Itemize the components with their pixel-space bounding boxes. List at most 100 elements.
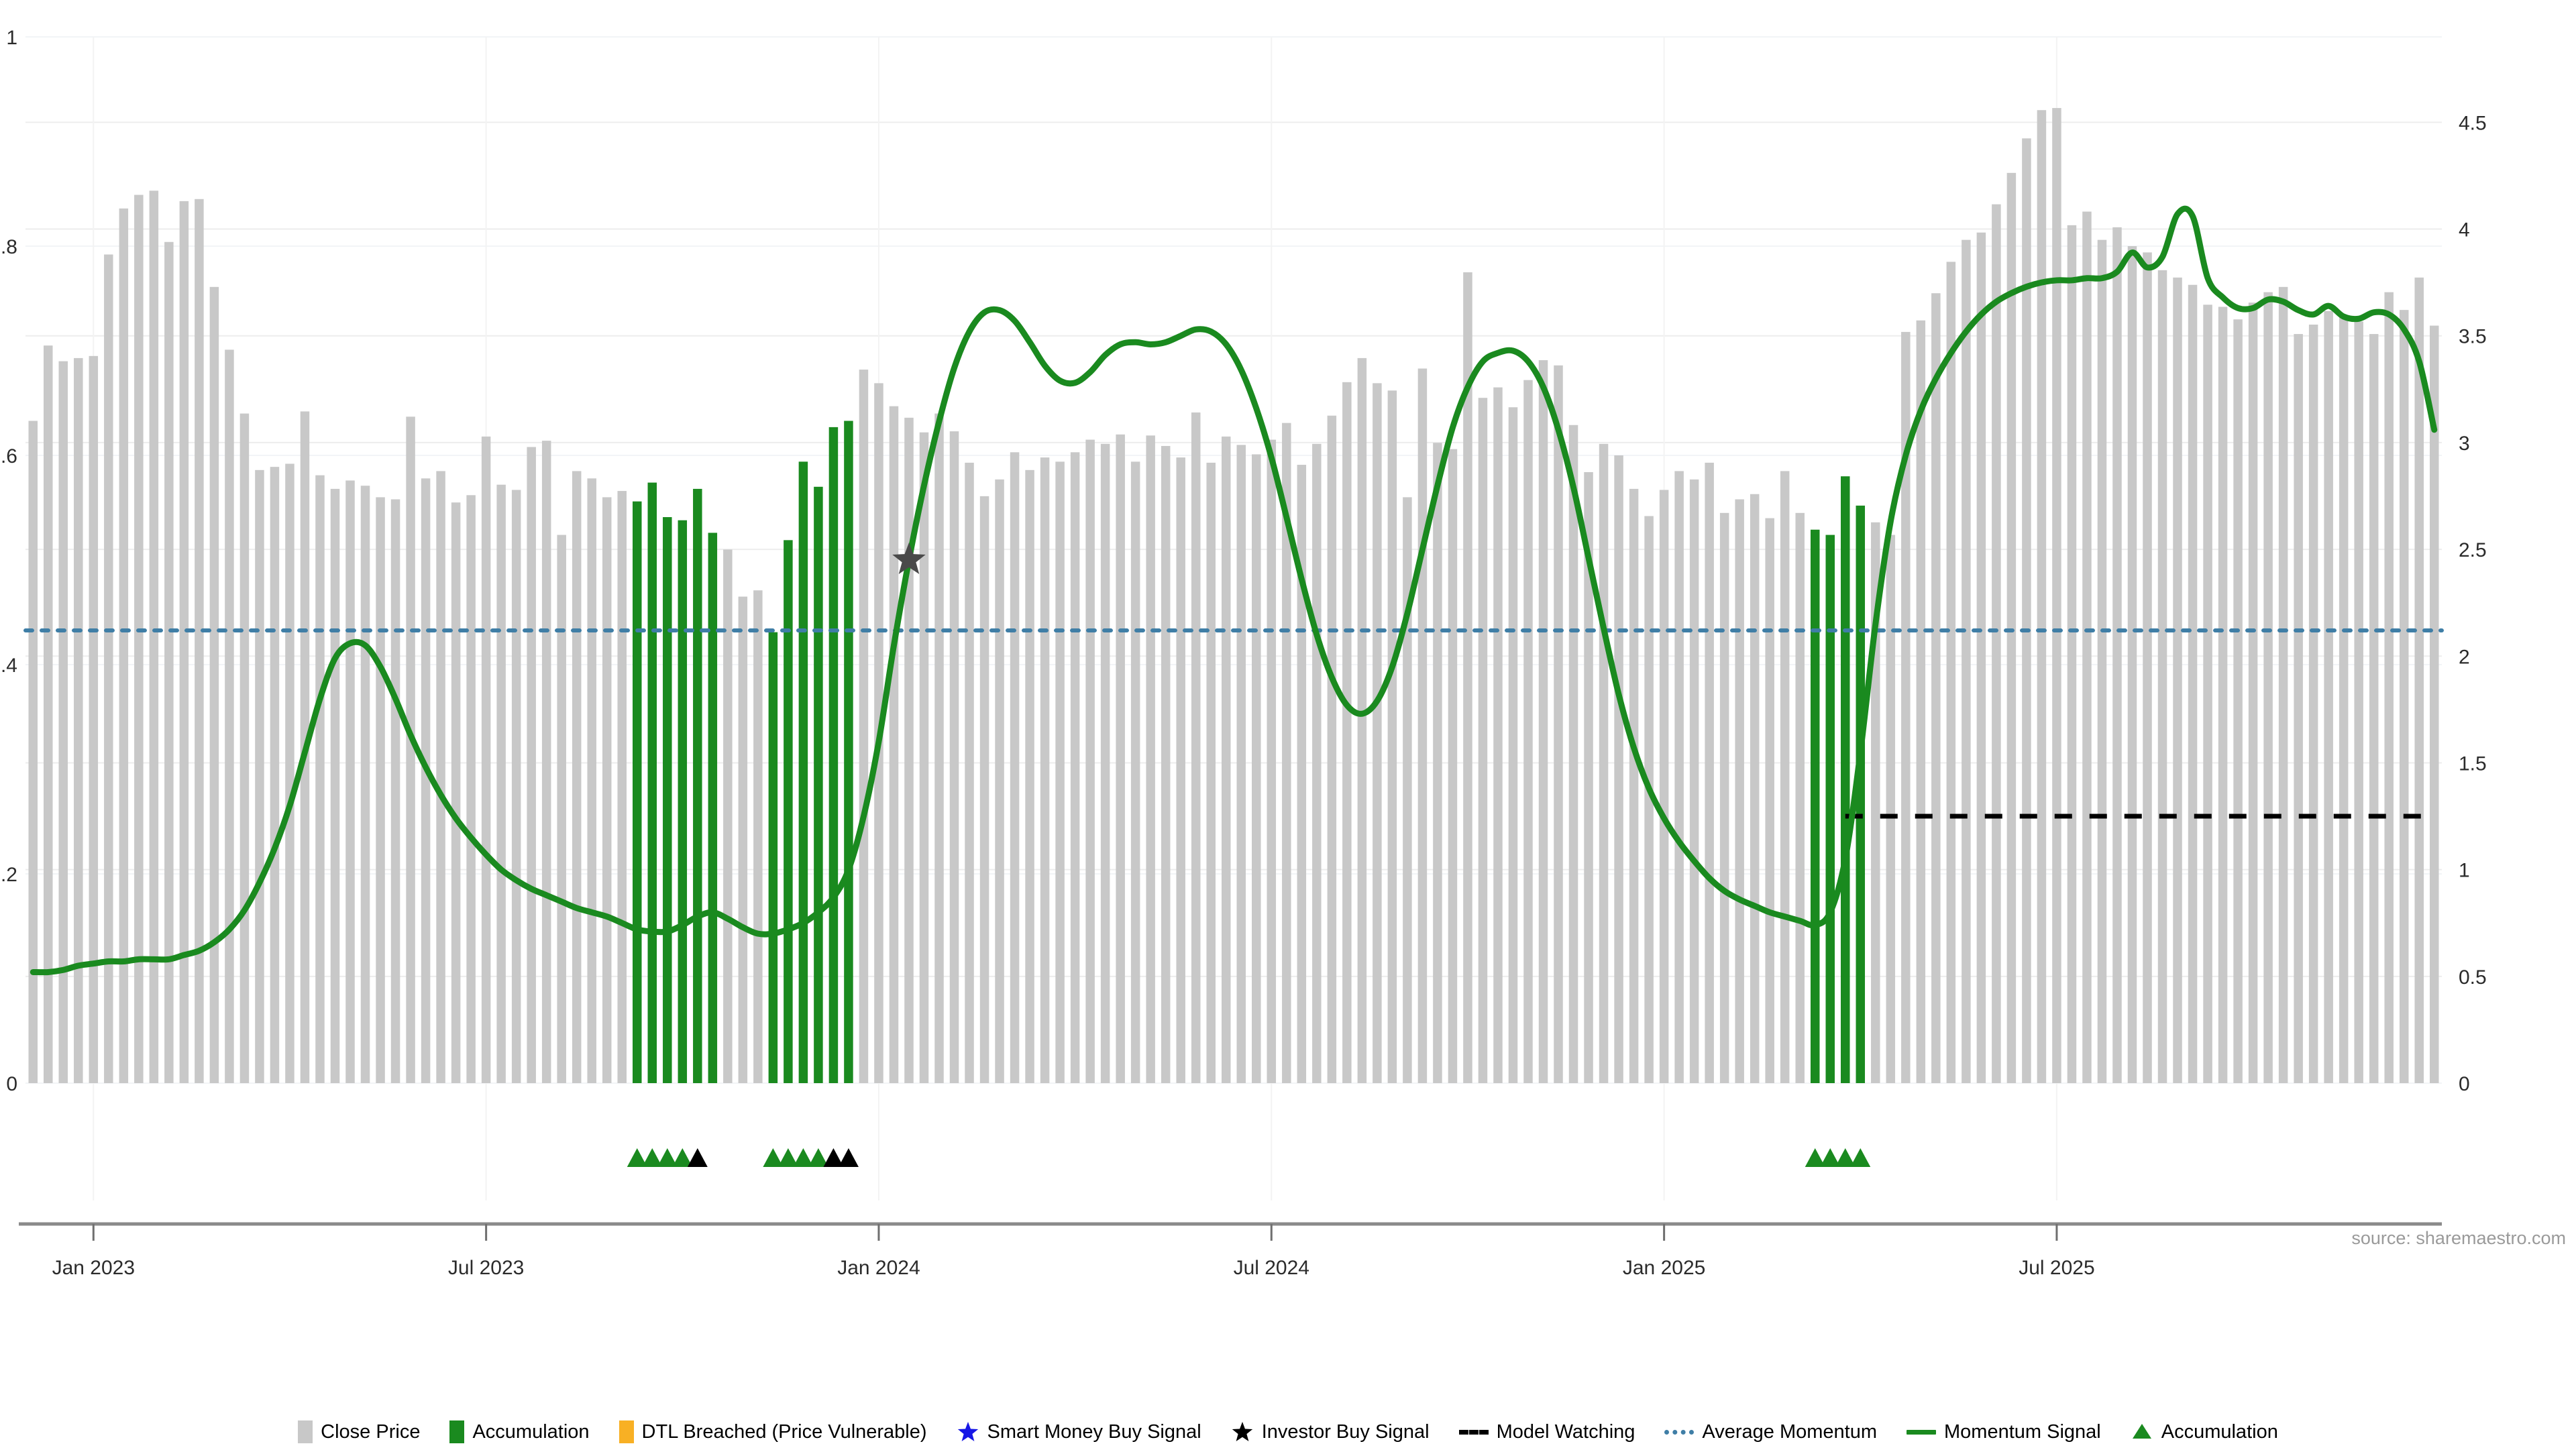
legend-item-average-momentum[interactable]: Average Momentum: [1664, 1421, 1877, 1443]
close-price-bar: [1931, 293, 1941, 1084]
accumulation-bar: [678, 520, 688, 1083]
close-price-bar: [1523, 380, 1533, 1084]
legend-item-accumulation-marker[interactable]: Accumulation: [2131, 1420, 2278, 1443]
x-axis-tick-label: Jan 2025: [1623, 1257, 1705, 1279]
close-price-bar: [2248, 302, 2258, 1083]
close-price-bar: [119, 208, 129, 1084]
legend-item-momentum-signal[interactable]: Momentum Signal: [1907, 1421, 2101, 1443]
dtl-breached-swatch-icon: [619, 1420, 634, 1443]
legend-label: Accumulation: [2161, 1420, 2278, 1443]
right-axis-tick-label: 2: [2459, 646, 2470, 668]
close-price-bar: [1267, 439, 1277, 1083]
close-price-bar: [723, 549, 733, 1083]
close-price-bar: [2022, 138, 2031, 1083]
triangle-icon: [2132, 1424, 2151, 1439]
legend-item-close-price[interactable]: Close Price: [298, 1420, 420, 1443]
close-price-bar: [1010, 452, 1020, 1083]
close-price-bar: [1750, 494, 1760, 1083]
close-price-bar: [436, 471, 445, 1083]
close-price-bar: [28, 421, 38, 1083]
close-price-bar: [2112, 227, 2122, 1083]
legend-item-model-watching[interactable]: Model Watching: [1458, 1421, 1635, 1443]
close-price-bar: [2173, 277, 2182, 1083]
legend-item-dtl-breached[interactable]: DTL Breached (Price Vulnerable): [619, 1420, 927, 1443]
close-price-bar: [1161, 445, 1171, 1083]
close-price-bar: [1765, 518, 1774, 1083]
close-price-bar: [481, 436, 491, 1083]
close-price-bar: [1433, 443, 1442, 1083]
accumulation-triangle: [793, 1148, 814, 1167]
close-price-bar: [2278, 286, 2288, 1084]
close-price-bar: [527, 447, 536, 1083]
accumulation-triangle-markers: [627, 1148, 1871, 1167]
accumulation-triangle: [763, 1148, 784, 1167]
legend-label: Close Price: [321, 1420, 421, 1443]
right-axis-tick-label: 1: [2459, 860, 2470, 882]
close-price-bar: [164, 241, 174, 1083]
accumulation-bar: [768, 632, 778, 1083]
close-price-bar: [1040, 457, 1050, 1083]
close-price-bar: [2384, 292, 2394, 1083]
close-price-bar: [1297, 465, 1307, 1083]
solid-line-icon: [1907, 1429, 1937, 1435]
close-price-bar: [209, 286, 219, 1084]
investor-buy-triangle: [823, 1148, 844, 1167]
legend-label: DTL Breached (Price Vulnerable): [641, 1420, 927, 1443]
accumulation-triangle: [657, 1148, 678, 1167]
close-price-bar: [2399, 310, 2409, 1083]
close-price-bar: [919, 432, 929, 1083]
accumulation-triangle: [808, 1148, 828, 1167]
close-price-bar: [602, 497, 612, 1083]
right-axis-tick-label: 0: [2459, 1073, 2470, 1095]
right-axis-ticks: 0 0.5 1 1.5 2 2.5 3 3.5 4 4.5: [2459, 112, 2487, 1095]
legend-item-investor-buy[interactable]: Investor Buy Signal: [1231, 1420, 1430, 1443]
close-price-bar: [1070, 452, 1080, 1083]
close-price-bar: [1448, 449, 1458, 1083]
close-price-bar: [2188, 284, 2198, 1084]
close-price-bar: [2082, 211, 2092, 1083]
close-price-bar: [2218, 306, 2228, 1084]
accumulation-bar: [708, 533, 718, 1083]
legend-label: Average Momentum: [1702, 1420, 1878, 1443]
close-price-bar: [2143, 252, 2152, 1083]
close-price-bar: [2127, 246, 2137, 1083]
legend-label: Investor Buy Signal: [1261, 1420, 1430, 1443]
close-price-bar: [859, 370, 869, 1083]
close-price-bar: [587, 478, 596, 1083]
accumulation-bar: [798, 461, 808, 1083]
left-axis-tick-label: 1: [6, 27, 17, 49]
right-axis-tick-label: 0.5: [2459, 966, 2487, 989]
close-price-bar: [1417, 368, 1428, 1083]
close-price-bar: [376, 497, 385, 1083]
close-price-bar: [1055, 461, 1065, 1083]
close-price-bar: [285, 463, 294, 1083]
close-price-bar: [44, 345, 53, 1084]
close-price-bar: [1992, 204, 2001, 1084]
close-price-bar: [1916, 320, 1926, 1083]
dotted-line-icon: [1664, 1429, 1695, 1435]
left-axis-tick-label: 0.4: [0, 655, 17, 677]
close-price-bar: [2414, 277, 2424, 1083]
close-price-bar: [1116, 434, 1125, 1083]
close-price-bar: [255, 469, 264, 1083]
close-price-bar: [1780, 471, 1790, 1083]
close-price-bar: [2294, 334, 2303, 1083]
close-price-bar: [1327, 415, 1337, 1083]
momentum-signal-line: [30, 205, 2438, 976]
x-axis-tick-label: Jan 2024: [837, 1257, 920, 1279]
right-axis-tick-label: 4.5: [2459, 112, 2487, 134]
left-axis-tick-label: 0: [6, 1073, 17, 1095]
accumulation-triangle: [642, 1148, 663, 1167]
close-price-bar: [1221, 436, 1231, 1083]
close-price-bar: [2369, 334, 2379, 1083]
left-axis-tick-label: 0.8: [0, 236, 17, 258]
accumulation-triangle: [1805, 1148, 1825, 1167]
accumulation-bar: [844, 421, 853, 1083]
close-price-swatch-icon: [298, 1420, 313, 1443]
close-price-bar: [1946, 262, 1956, 1083]
legend-item-smart-money-buy[interactable]: Smart Money Buy Signal: [957, 1420, 1201, 1443]
accumulation-triangle: [1850, 1148, 1871, 1167]
close-price-bar: [2339, 316, 2349, 1083]
legend-item-accumulation-bar[interactable]: Accumulation: [449, 1420, 590, 1443]
